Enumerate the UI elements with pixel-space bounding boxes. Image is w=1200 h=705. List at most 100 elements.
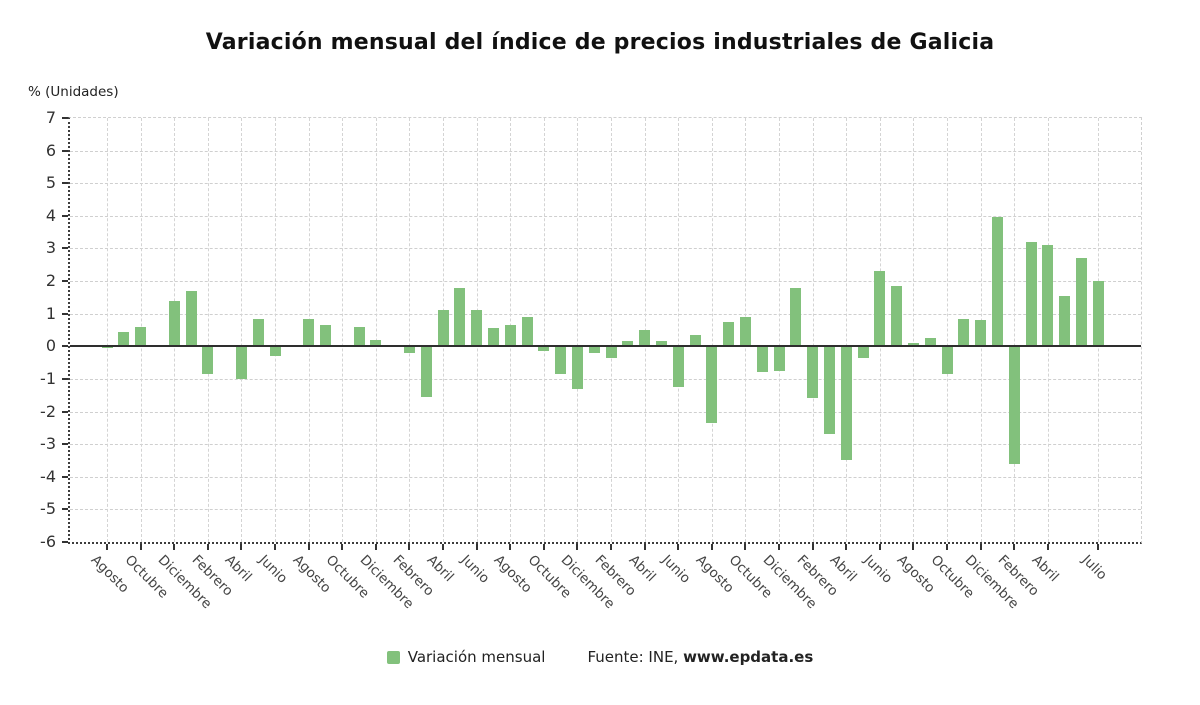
- x-axis-tick: [408, 544, 411, 550]
- bar[interactable]: [319, 325, 331, 347]
- bar[interactable]: [639, 330, 651, 347]
- bar[interactable]: [605, 346, 617, 358]
- y-axis-tick: [62, 508, 68, 511]
- bar[interactable]: [773, 346, 785, 371]
- h-gridline: [70, 313, 1141, 315]
- bar[interactable]: [622, 341, 634, 347]
- source-site: www.epdata.es: [683, 648, 814, 666]
- bar[interactable]: [991, 217, 1003, 347]
- bar[interactable]: [840, 346, 852, 461]
- bar[interactable]: [370, 339, 382, 347]
- legend-swatch: [386, 650, 400, 664]
- bar[interactable]: [185, 290, 197, 347]
- bar[interactable]: [874, 271, 886, 347]
- h-gridline: [70, 183, 1141, 185]
- bar[interactable]: [1075, 258, 1087, 347]
- chart-title: Variación mensual del índice de precios …: [205, 30, 995, 55]
- source-prefix: Fuente: INE,: [587, 648, 684, 666]
- x-axis-tick: [240, 544, 243, 550]
- bar[interactable]: [1025, 241, 1037, 347]
- x-axis-tick: [1097, 544, 1100, 550]
- chart-footer: Variación mensual Fuente: INE, www.epdat…: [0, 648, 1200, 666]
- y-tick-label: 1: [45, 303, 56, 323]
- h-gridline: [70, 411, 1141, 413]
- bar[interactable]: [1092, 281, 1104, 347]
- bar[interactable]: [504, 325, 516, 347]
- x-tick-label: Julio: [1078, 552, 1111, 584]
- h-gridline: [70, 476, 1141, 478]
- bar[interactable]: [252, 318, 264, 347]
- bar[interactable]: [907, 343, 919, 347]
- bar[interactable]: [403, 346, 415, 353]
- bar[interactable]: [1008, 346, 1020, 464]
- y-axis-tick: [62, 280, 68, 283]
- x-axis-tick: [778, 544, 780, 550]
- bar[interactable]: [235, 346, 247, 379]
- bar[interactable]: [723, 321, 735, 347]
- x-axis-tick: [912, 544, 915, 550]
- bar[interactable]: [118, 331, 130, 347]
- bar[interactable]: [353, 326, 365, 347]
- bar[interactable]: [924, 338, 936, 347]
- x-axis-tick: [610, 544, 612, 550]
- bar[interactable]: [487, 328, 499, 347]
- y-axis-tick: [62, 117, 68, 119]
- bar[interactable]: [303, 318, 315, 347]
- y-axis-tick: [62, 541, 68, 543]
- bar[interactable]: [420, 346, 432, 397]
- x-axis-tick: [106, 544, 108, 550]
- bar[interactable]: [521, 316, 533, 347]
- v-gridline: [207, 118, 209, 542]
- x-axis-tick: [274, 544, 276, 550]
- bar[interactable]: [975, 320, 987, 347]
- y-axis-tick: [62, 247, 68, 250]
- y-tick-label: 5: [45, 173, 56, 193]
- bar[interactable]: [807, 346, 819, 399]
- bar[interactable]: [941, 346, 953, 375]
- bar[interactable]: [823, 346, 835, 435]
- bar[interactable]: [857, 346, 869, 358]
- v-gridline: [913, 118, 915, 542]
- y-tick-label: 2: [45, 271, 56, 291]
- h-gridline: [70, 378, 1141, 380]
- bar[interactable]: [437, 310, 449, 347]
- bar[interactable]: [739, 316, 751, 347]
- bar[interactable]: [269, 346, 281, 357]
- bar[interactable]: [689, 334, 701, 347]
- x-axis-tick: [475, 544, 478, 550]
- v-gridline: [846, 118, 848, 542]
- v-gridline: [812, 118, 814, 542]
- x-axis-tick: [206, 544, 209, 550]
- x-axis-tick: [744, 544, 747, 550]
- v-gridline: [241, 118, 243, 542]
- bar[interactable]: [655, 341, 667, 347]
- bar[interactable]: [588, 346, 600, 353]
- y-axis-tick: [62, 312, 68, 315]
- bar[interactable]: [1042, 245, 1054, 347]
- bar[interactable]: [538, 346, 550, 352]
- y-tick-label: 0: [45, 336, 56, 356]
- bar[interactable]: [202, 346, 214, 375]
- bar[interactable]: [706, 346, 718, 423]
- bar[interactable]: [555, 346, 567, 375]
- bar[interactable]: [571, 346, 583, 389]
- y-tick-label: 7: [45, 108, 56, 127]
- x-axis-tick: [307, 544, 310, 550]
- y-axis-tick: [62, 345, 68, 348]
- bar[interactable]: [790, 287, 802, 347]
- x-axis-tick: [509, 544, 512, 550]
- v-gridline: [375, 118, 377, 542]
- bar[interactable]: [168, 300, 180, 347]
- bar[interactable]: [471, 310, 483, 347]
- zero-line: [70, 345, 1141, 348]
- bar[interactable]: [1059, 295, 1071, 347]
- bar[interactable]: [958, 318, 970, 347]
- plot-area: 7 6 5 4 3 2 1 0 -1 -2 -3 -4 -5 -6 Agosto Octubre Diciemb…: [40, 108, 1142, 612]
- bar[interactable]: [672, 346, 684, 388]
- bar[interactable]: [135, 326, 147, 347]
- bar[interactable]: [756, 346, 768, 373]
- y-tick-label: -4: [40, 466, 56, 486]
- bar[interactable]: [891, 285, 903, 347]
- bar[interactable]: [454, 287, 466, 347]
